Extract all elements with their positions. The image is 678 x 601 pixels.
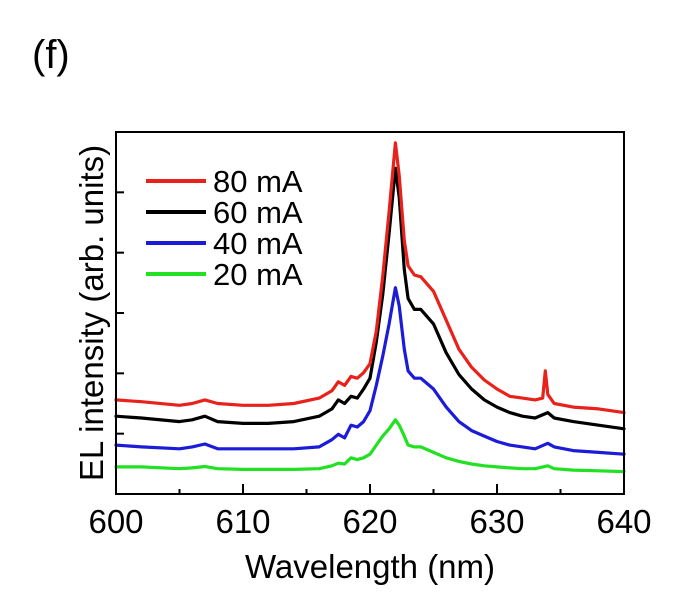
panel-label: (f): [32, 33, 70, 77]
x-tick-label-3: 630: [469, 503, 524, 540]
x-tick-label-1: 610: [215, 503, 270, 540]
series-line-2: [114, 286, 626, 456]
ticks-layer: 600 610 620 630 640: [88, 191, 652, 540]
legend-label-3: 20 mA: [213, 257, 303, 292]
x-tick-label-2: 620: [342, 503, 397, 540]
series-line-3: [114, 418, 626, 474]
legend-label-0: 80 mA: [213, 164, 303, 199]
x-axis-label: Wavelength (nm): [245, 548, 495, 585]
y-axis-label: EL intensity (arb. units): [73, 145, 110, 481]
series-line-1: [114, 166, 626, 431]
x-tick-label-4: 640: [596, 503, 651, 540]
series-line-0: [114, 141, 626, 415]
series-layer: [114, 141, 626, 474]
x-tick-label-0: 600: [88, 503, 143, 540]
legend-label-2: 40 mA: [213, 226, 303, 261]
legend-label-1: 60 mA: [213, 195, 303, 230]
plot-frame: [115, 131, 625, 495]
